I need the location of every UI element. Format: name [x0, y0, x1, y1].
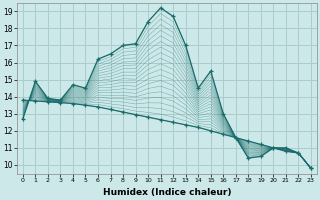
- X-axis label: Humidex (Indice chaleur): Humidex (Indice chaleur): [103, 188, 231, 197]
